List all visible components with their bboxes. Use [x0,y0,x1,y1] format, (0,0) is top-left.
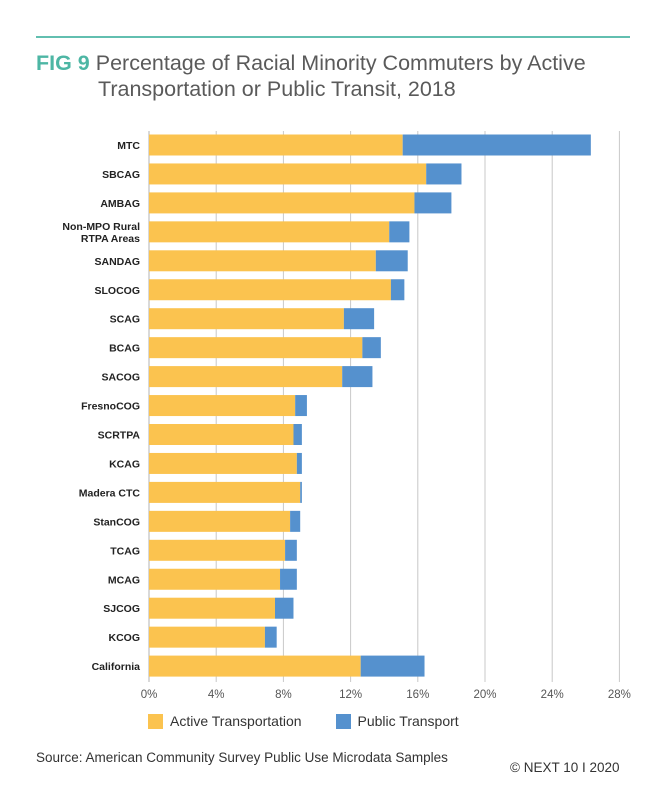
bars [149,134,591,677]
category-label: Non-MPO Rural RTPA Areas [62,221,140,245]
bar-public-transport [280,568,297,590]
header-rule [36,36,630,38]
category-label: Madera CTC [79,487,141,499]
category-label: California [92,661,141,673]
legend-item-public: Public Transport [335,713,459,729]
category-label: KCAG [109,458,140,470]
bar-active-transportation [149,163,427,185]
bar-public-transport [360,655,425,677]
category-label: AMBAG [100,198,140,210]
bar-public-transport [300,481,302,503]
category-label: SLOCOG [94,285,140,297]
bar-public-transport [296,452,302,474]
x-tick-label: 28% [608,689,631,701]
bar-public-transport [390,279,405,301]
chart-title: FIG 9 Percentage of Racial Minority Comm… [36,50,586,102]
bar-active-transportation [149,221,390,243]
bar-public-transport [295,395,307,417]
category-label: MCAG [108,574,140,586]
bar-public-transport [375,250,408,272]
category-labels: MTC SBCAG AMBAG Non-MPO Rural RTPA Areas SAND… [62,140,140,673]
bar-public-transport [343,308,375,330]
x-tick-labels: 0% 4% 8% 12% 16% 20% 24% 28% [141,689,631,701]
bar-public-transport [342,366,373,388]
legend-swatch-public [335,713,351,729]
bar-active-transportation [149,568,281,590]
bar-active-transportation [149,279,391,301]
bar-public-transport [426,163,462,185]
category-label: SACOG [101,372,140,384]
bar-active-transportation [149,452,297,474]
x-tick-label: 4% [208,689,225,701]
bar-public-transport [285,539,297,561]
bar-active-transportation [149,395,296,417]
bar-active-transportation [149,539,286,561]
category-label: SJCOG [103,603,140,615]
bar-public-transport [414,192,452,214]
x-tick-label: 12% [339,689,362,701]
copyright: © NEXT 10 I 2020 [510,760,620,775]
bar-public-transport [275,597,294,619]
bar-active-transportation [149,308,344,330]
category-label: BCAG [109,343,140,355]
category-label: SBCAG [102,169,140,181]
legend-item-active: Active Transportation [148,713,302,729]
bar-active-transportation [149,337,363,359]
legend: Active Transportation Public Transport [148,713,493,729]
x-tick-label: 20% [473,689,496,701]
category-label: FresnoCOG [81,401,140,413]
x-tick-label: 0% [141,689,158,701]
bar-active-transportation [149,626,265,648]
bar-active-transportation [149,510,291,532]
bar-public-transport [402,134,591,156]
category-label: KCOG [109,632,141,644]
bar-active-transportation [149,134,403,156]
category-label: StanCOG [93,516,140,528]
bar-public-transport [362,337,381,359]
source-note: Source: American Community Survey Public… [36,750,448,765]
bar-active-transportation [149,655,361,677]
category-label: TCAG [110,545,140,557]
legend-swatch-active [148,713,163,729]
bar-active-transportation [149,250,376,272]
legend-label-public: Public Transport [357,713,459,729]
bar-active-transportation [149,481,301,503]
bar-public-transport [293,424,302,445]
bar-active-transportation [149,597,275,619]
bar-public-transport [389,221,410,243]
bar-active-transportation [149,192,415,214]
bar-active-transportation [149,366,343,388]
x-tick-label: 16% [406,689,429,701]
x-tick-label: 8% [275,689,292,701]
title-line-1: Percentage of Racial Minority Commuters … [95,51,586,75]
bar-public-transport [264,626,277,648]
bar-active-transportation [149,424,294,445]
category-label: MTC [117,140,140,152]
category-label: SCAG [110,314,140,326]
x-tick-label: 24% [541,689,564,701]
title-line-2: Transportation or Public Transit, 2018 [98,77,456,101]
bar-public-transport [290,510,301,532]
legend-label-active: Active Transportation [170,713,302,729]
category-label: SANDAG [94,256,140,268]
category-label: SCRTPA [98,430,141,442]
figure-label: FIG 9 [36,51,90,75]
